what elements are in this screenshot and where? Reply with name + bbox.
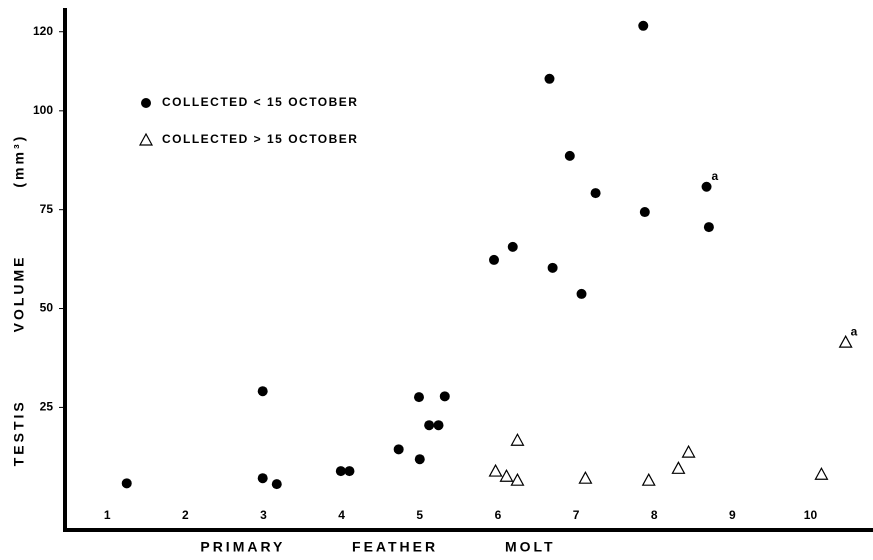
point (544, 73, 555, 84)
point (257, 473, 268, 484)
point (578, 470, 593, 484)
legend-label: COLLECTED < 15 OCTOBER (162, 95, 358, 109)
x-tick-label: 6 (495, 508, 502, 522)
x-tick-label: 4 (338, 508, 345, 522)
y-tick-label: 120 (33, 24, 53, 38)
point (413, 392, 424, 403)
y-axis-label: TESTIS VOLUME (mm³) (11, 134, 27, 467)
point (681, 444, 696, 458)
point (344, 466, 355, 477)
x-tick-label: 1 (104, 508, 111, 522)
point (564, 150, 575, 161)
legend-marker (141, 98, 151, 108)
point (510, 472, 525, 486)
point (838, 334, 853, 348)
y-tick-label: 25 (40, 400, 54, 414)
point (499, 468, 514, 482)
x-tick-label: 3 (260, 508, 267, 522)
point (638, 20, 649, 31)
point (590, 188, 601, 199)
point (547, 262, 558, 273)
point (257, 386, 268, 397)
y-tick-label: 75 (40, 202, 54, 216)
x-tick-label: 8 (651, 508, 658, 522)
point (424, 420, 435, 431)
x-axis-label: PRIMARY FEATHER MOLT (200, 539, 555, 555)
point (671, 461, 686, 474)
x-tick-label: 2 (182, 508, 189, 522)
point (489, 254, 500, 265)
point (576, 288, 587, 299)
point (510, 432, 525, 446)
legend-marker (138, 132, 154, 146)
y-tick-label: 100 (33, 103, 53, 117)
point-annotation: a (712, 169, 719, 183)
point-annotation: a (851, 324, 858, 338)
point (488, 463, 503, 477)
x-tick-label: 7 (573, 508, 580, 522)
point (814, 466, 829, 480)
x-tick-label: 10 (804, 508, 818, 522)
x-tick-label: 9 (729, 508, 736, 522)
point (703, 222, 714, 233)
point (271, 479, 282, 490)
point (414, 454, 425, 465)
point (433, 420, 444, 431)
point (439, 391, 450, 402)
point (641, 472, 656, 486)
y-tick-label: 50 (40, 301, 54, 315)
legend-label: COLLECTED > 15 OCTOBER (162, 132, 358, 146)
point (393, 444, 404, 455)
point (335, 466, 346, 477)
point (507, 241, 518, 252)
x-tick-label: 5 (416, 508, 423, 522)
point (121, 478, 132, 489)
point (701, 181, 712, 192)
point (639, 207, 650, 218)
